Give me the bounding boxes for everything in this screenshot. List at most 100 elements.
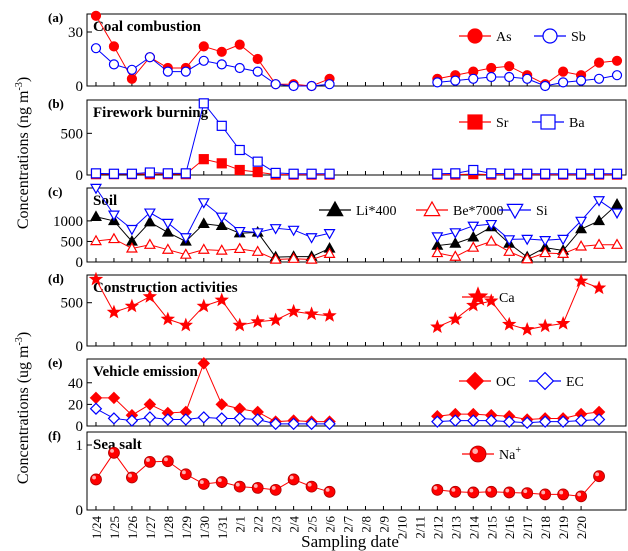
data-point [449, 414, 462, 427]
data-point [575, 239, 588, 251]
x-tick-label: 2/6 [323, 516, 338, 533]
data-point [180, 66, 191, 77]
data-point [268, 312, 283, 327]
data-point [575, 222, 588, 234]
data-point [555, 315, 571, 330]
data-point [593, 214, 606, 226]
data-point [215, 476, 228, 488]
data-point-highlight [271, 486, 276, 490]
data-point [90, 183, 102, 195]
legend-label: EC [566, 375, 584, 390]
data-point [286, 303, 301, 318]
data-point [214, 292, 229, 307]
data-point-highlight [577, 492, 582, 497]
data-point [126, 64, 138, 75]
data-point [143, 215, 156, 227]
panel-title: Firework burning [93, 105, 209, 121]
data-point [196, 298, 211, 313]
data-point [540, 168, 551, 179]
panel-letter: (c) [48, 184, 62, 199]
data-point [107, 210, 120, 222]
x-tick-label: 2/10 [394, 516, 409, 539]
data-point [215, 212, 228, 224]
legend-marker [535, 371, 555, 391]
data-point [467, 241, 480, 252]
legend-label: Sr [496, 116, 509, 131]
y-tick-label: 0 [76, 79, 84, 95]
data-point [450, 75, 461, 86]
data-point [144, 52, 155, 63]
y-tick-label: 0 [76, 255, 84, 271]
data-point [197, 243, 210, 254]
data-point [233, 226, 246, 238]
x-tick-label: 1/25 [107, 516, 122, 539]
data-point [108, 168, 120, 179]
data-point [486, 62, 497, 74]
data-point [448, 311, 463, 326]
data-point [215, 244, 228, 255]
data-point [90, 168, 102, 179]
data-point [305, 417, 318, 431]
panel-b: 0 500 (b) Firework burning Sr Ba [48, 96, 627, 184]
data-point [252, 166, 263, 178]
data-point [431, 232, 444, 243]
data-point [306, 168, 317, 179]
data-point [504, 71, 515, 83]
panel-frame [86, 431, 627, 511]
x-tick-label: 2/13 [448, 516, 463, 539]
panel-title: Coal combustion [93, 19, 202, 35]
data-point-highlight [164, 457, 168, 462]
legend-marker [326, 200, 344, 217]
y-tick-label: 30 [68, 25, 83, 41]
legend-marker [506, 203, 524, 220]
panel-letter: (e) [48, 355, 62, 370]
x-tick-label: 2/12 [430, 516, 445, 539]
data-point [466, 297, 481, 312]
series-line [437, 475, 600, 497]
data-point [502, 415, 516, 428]
legend-label: Na+ [499, 445, 521, 463]
legend-marker [469, 445, 487, 463]
series-ba [90, 98, 623, 179]
y-axis-label-top: Concentrations (ng m-3) [14, 77, 32, 229]
data-point [593, 238, 606, 249]
data-point [90, 234, 102, 246]
y-tick-label: 40 [68, 376, 83, 392]
data-point [540, 80, 551, 92]
data-point [179, 233, 192, 244]
data-point [522, 73, 533, 84]
shared-x-axis: 1/24 1/25 1/26 1/27 1/28 1/29 1/30 1/31 2/1 2/2 2/… [89, 516, 589, 540]
x-tick-label: 2/8 [358, 516, 373, 533]
data-point [449, 228, 462, 239]
panel-frame [86, 13, 627, 87]
data-point [108, 59, 120, 70]
data-point [215, 412, 228, 425]
data-point [198, 154, 209, 165]
data-point [432, 77, 443, 88]
data-point [161, 413, 175, 426]
data-point [557, 488, 570, 501]
data-point-highlight [253, 484, 258, 488]
x-tick-label: 2/14 [466, 516, 481, 540]
series-line [437, 280, 600, 331]
x-tick-label: 1/26 [125, 516, 140, 540]
series-ec [89, 402, 606, 431]
legend-marker [467, 286, 489, 306]
x-tick-label: 2/11 [412, 516, 427, 539]
data-point [611, 238, 623, 249]
data-point [179, 468, 192, 481]
data-point [539, 488, 552, 501]
legend-marker [540, 114, 556, 130]
data-point [467, 230, 480, 242]
data-point [107, 391, 121, 405]
data-point-highlight [469, 488, 474, 493]
data-point [323, 229, 336, 240]
data-point [269, 483, 282, 496]
data-point [450, 168, 461, 179]
data-point [252, 53, 263, 65]
panel-letter: (d) [48, 271, 64, 286]
data-point [234, 164, 245, 176]
data-point [503, 235, 516, 246]
data-point [430, 319, 445, 334]
data-point [574, 414, 588, 427]
